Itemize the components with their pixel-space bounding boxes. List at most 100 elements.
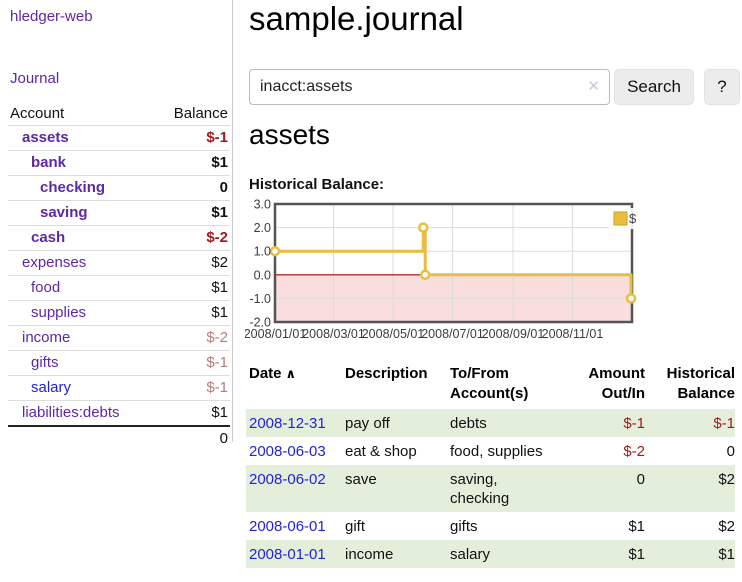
transaction-balance: $2 — [718, 470, 735, 488]
account-row: cash $-2 — [8, 225, 230, 251]
account-link[interactable]: saving — [40, 204, 88, 221]
account-link[interactable]: expenses — [22, 254, 87, 271]
transaction-date-link[interactable]: 2008-06-03 — [249, 442, 326, 460]
transaction-description: save — [345, 470, 377, 488]
transaction-balance: $-1 — [713, 414, 735, 432]
account-link[interactable]: food — [31, 279, 61, 296]
historical-balance-column-header: Historical Balance — [666, 365, 735, 402]
account-row: food $1 — [8, 275, 230, 301]
account-link[interactable]: liabilities:debts — [22, 404, 120, 421]
account-row: salary $-1 — [8, 375, 230, 401]
account-row: income $-2 — [8, 325, 230, 351]
transaction-accounts: food, supplies — [450, 442, 543, 460]
x-axis-tick-label: 2008/11/01 — [542, 327, 604, 341]
transaction-accounts: saving, checking — [450, 470, 510, 507]
account-row: expenses $2 — [8, 250, 230, 276]
app-title-link[interactable]: hledger-web — [10, 8, 93, 25]
y-axis-tick-label: -1.0 — [249, 292, 271, 306]
search-input[interactable] — [249, 69, 610, 105]
account-column-header: Account — [10, 105, 65, 122]
transaction-row: 2008-12-31 pay off debts $-1 $-1 — [246, 409, 735, 437]
transaction-balance: $2 — [718, 517, 735, 535]
sort-ascending-icon: ∧ — [285, 366, 297, 381]
data-point-marker — [419, 269, 431, 281]
accounts-total-row: 0 — [8, 426, 230, 451]
y-axis-tick-label: -2.0 — [249, 316, 271, 330]
account-row: liabilities:debts $1 — [8, 400, 230, 427]
account-link[interactable]: assets — [22, 129, 69, 146]
account-balance: $1 — [211, 404, 228, 421]
account-balance: $-1 — [206, 379, 228, 396]
x-axis-tick-label: 2008/01/01 — [245, 327, 306, 341]
account-row: bank $1 — [8, 150, 230, 176]
account-balance: 0 — [219, 179, 228, 196]
x-axis-tick-label: 2008/07/01 — [421, 327, 484, 341]
search-bar: ✕ Search ? — [249, 69, 740, 105]
y-axis-tick-label: 0.0 — [254, 268, 271, 282]
account-link[interactable]: income — [22, 329, 71, 346]
chart-title: Historical Balance: — [249, 176, 385, 193]
transaction-row: 2008-01-01 income salary $1 $1 — [246, 540, 735, 568]
account-balance: $1 — [211, 204, 228, 221]
account-balance: $-2 — [206, 229, 228, 246]
x-axis-tick-label: 2008/09/01 — [482, 327, 545, 341]
transaction-accounts: salary — [450, 545, 491, 563]
y-axis-tick-label: 3.0 — [254, 198, 271, 212]
help-button[interactable]: ? — [704, 69, 740, 105]
transaction-amount: $1 — [628, 517, 645, 535]
transaction-amount: $1 — [628, 545, 645, 563]
data-point-marker — [418, 222, 429, 233]
account-row: saving $1 — [8, 200, 230, 226]
account-row: supplies $1 — [8, 300, 230, 326]
sidebar-item-journal[interactable]: Journal — [10, 70, 60, 87]
y-axis-tick-label: 1.0 — [254, 245, 271, 259]
transaction-accounts: debts — [450, 414, 487, 432]
transaction-amount: $-2 — [623, 442, 645, 460]
main-content: sample.journal ✕ Search ? assets Histori… — [245, 0, 742, 582]
register-header-row: Date ∧ Description To/From Account(s) Amo… — [246, 361, 735, 409]
legend-label: $ — [629, 211, 637, 226]
x-axis-tick-label: 2008/05/01 — [362, 327, 425, 341]
historical-balance-chart: $3.0 2.0 1.0 0.0 -1.0 -2.0 2008/01/01 2008/03/0… — [245, 196, 645, 344]
y-axis-tick-label: 2.0 — [254, 221, 271, 235]
account-link[interactable]: supplies — [31, 304, 87, 321]
search-box: ✕ — [249, 69, 610, 105]
account-link[interactable]: salary — [31, 379, 72, 396]
account-balance: $1 — [211, 279, 228, 296]
legend-swatch — [613, 211, 628, 226]
x-axis-tick-label: 2008/03/01 — [302, 327, 365, 341]
transaction-date-link[interactable]: 2008-12-31 — [249, 414, 326, 432]
account-link[interactable]: gifts — [31, 354, 59, 371]
data-point-marker — [269, 245, 281, 257]
account-balance: $1 — [211, 304, 228, 321]
accounts-table-header: Account Balance — [8, 102, 230, 126]
chart-border — [273, 202, 634, 324]
transaction-accounts: gifts — [450, 517, 478, 535]
date-column-header[interactable]: Date ∧ — [249, 365, 297, 382]
search-button[interactable]: Search — [614, 69, 694, 105]
data-point-marker — [625, 293, 637, 304]
balance-column-header: Balance — [173, 105, 228, 122]
account-heading: assets — [249, 119, 330, 150]
transaction-row: 2008-06-01 gift gifts $1 $2 — [246, 512, 735, 540]
transaction-amount: $-1 — [623, 414, 645, 432]
account-balance: $2 — [211, 254, 228, 271]
clear-search-icon[interactable]: ✕ — [587, 78, 600, 95]
transaction-description: income — [345, 545, 394, 563]
transaction-date-link[interactable]: 2008-06-01 — [249, 517, 326, 535]
sidebar: hledger-web Journal Account Balance asse… — [0, 0, 232, 451]
account-link[interactable]: cash — [31, 229, 66, 246]
account-link[interactable]: bank — [31, 154, 67, 171]
transaction-date-link[interactable]: 2008-06-02 — [249, 470, 326, 488]
amount-column-header: Amount Out/In — [588, 365, 645, 402]
transaction-description: pay off — [345, 414, 390, 432]
account-link[interactable]: checking — [40, 179, 106, 196]
accounts-table: Account Balance assets $-1 bank $1 checking 0… — [8, 102, 230, 451]
register-table: Date ∧ Description To/From Account(s) Amo… — [246, 361, 735, 568]
page-title: sample.journal — [249, 0, 464, 37]
account-balance: $-1 — [206, 129, 228, 146]
description-column-header: Description — [345, 365, 428, 382]
account-row: checking 0 — [8, 175, 230, 201]
account-balance: $1 — [211, 154, 228, 171]
transaction-date-link[interactable]: 2008-01-01 — [249, 545, 326, 563]
